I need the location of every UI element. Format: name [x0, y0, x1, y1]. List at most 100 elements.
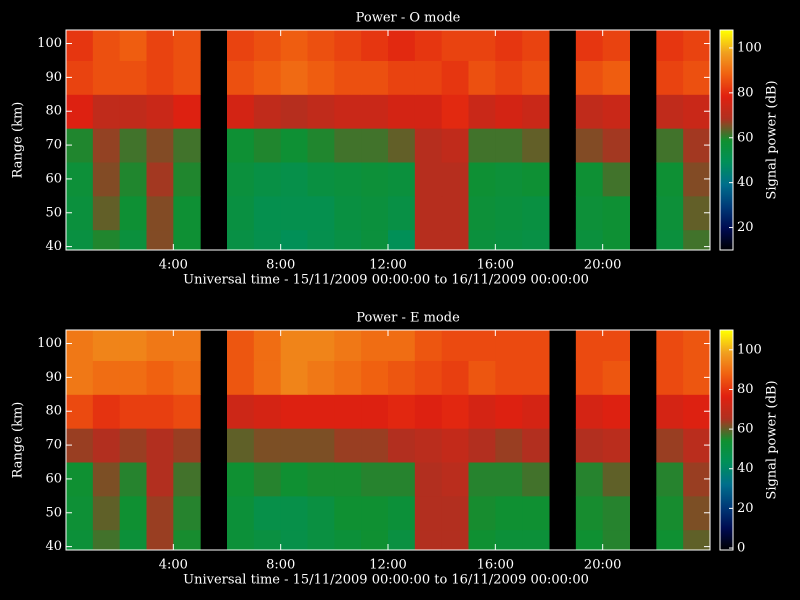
- colorbar-strip: [720, 372, 733, 375]
- colorbar-strip: [720, 240, 733, 243]
- colorbar-strip: [720, 428, 733, 431]
- heat-cell: [227, 529, 255, 551]
- colorbar-strip: [720, 56, 733, 59]
- colorbar-strip: [720, 334, 733, 337]
- colorbar-strip: [720, 512, 733, 515]
- heat-cell: [119, 360, 147, 395]
- colorbar-strip: [720, 422, 733, 425]
- heat-cell: [280, 30, 308, 61]
- colorbar-strip: [720, 476, 733, 479]
- heat-cell: [227, 462, 255, 497]
- colorbar-strip: [720, 170, 733, 173]
- heat-cell: [522, 462, 550, 497]
- colorbar-strip: [720, 112, 733, 115]
- y-tick-label: 70: [45, 438, 62, 453]
- heat-cell: [227, 128, 255, 163]
- heat-cell: [468, 495, 496, 531]
- heat-cell: [307, 360, 335, 395]
- heat-cell: [388, 94, 416, 129]
- colorbar-strip: [720, 194, 733, 197]
- colorbar-strip: [720, 166, 733, 169]
- heat-cell: [253, 529, 282, 551]
- colorbar-strip: [720, 204, 733, 207]
- colorbar-strip: [720, 188, 733, 191]
- colorbar-strip: [720, 234, 733, 237]
- colorbar-strip: [720, 526, 733, 529]
- heat-cell: [656, 60, 684, 95]
- colorbar: [720, 330, 733, 551]
- heat-cell: [656, 128, 684, 163]
- heat-cell: [522, 428, 550, 463]
- y-tick-label: 100: [37, 336, 62, 351]
- heatmap-cells: [66, 330, 711, 551]
- heat-cell: [227, 195, 255, 231]
- heat-cell: [307, 30, 335, 61]
- colorbar-strip: [720, 520, 733, 523]
- y-tick-label: 80: [45, 404, 62, 419]
- heat-cell: [468, 229, 496, 251]
- heat-cell: [227, 360, 255, 395]
- colorbar-strip: [720, 338, 733, 341]
- colorbar-strip: [720, 404, 733, 407]
- heat-cell: [575, 195, 604, 231]
- heat-cell: [388, 162, 416, 197]
- colorbar-strip: [720, 380, 733, 383]
- heat-cell: [280, 195, 308, 231]
- x-tick-label: 20:00: [584, 558, 621, 573]
- colorbar-strip: [720, 460, 733, 463]
- heat-cell: [495, 60, 523, 95]
- heat-cell: [173, 229, 201, 251]
- y-tick-label: 100: [37, 36, 62, 51]
- heat-cell: [441, 495, 469, 531]
- colorbar-strip: [720, 436, 733, 439]
- heat-cell: [468, 195, 496, 231]
- y-axis-label: Range (km): [11, 402, 26, 479]
- colorbar-tick-label: 40: [737, 461, 754, 476]
- heat-cell: [656, 428, 684, 463]
- colorbar-strip: [720, 484, 733, 487]
- heat-cell: [280, 495, 308, 531]
- colorbar-strip: [720, 134, 733, 137]
- colorbar-tick-label: 100: [737, 40, 762, 55]
- colorbar-strip: [720, 60, 733, 63]
- y-tick-label: 60: [45, 471, 62, 486]
- heat-cell: [441, 30, 469, 61]
- colorbar-strip: [720, 58, 733, 61]
- heat-cell: [92, 94, 121, 129]
- heat-cell: [227, 495, 255, 531]
- colorbar-strip: [720, 448, 733, 451]
- colorbar-strip: [720, 156, 733, 159]
- colorbar-strip: [720, 162, 733, 165]
- colorbar-strip: [720, 374, 733, 377]
- heat-cell: [522, 162, 550, 197]
- heat-cell: [307, 60, 335, 95]
- colorbar-strip: [720, 494, 733, 497]
- colorbar-strip: [720, 242, 733, 245]
- heat-cell: [441, 195, 469, 231]
- colorbar-strip: [720, 394, 733, 397]
- heat-cell: [92, 394, 121, 429]
- colorbar-strip: [720, 472, 733, 475]
- heat-cell: [575, 60, 604, 95]
- heat-cell: [388, 495, 416, 531]
- x-tick-label: 20:00: [584, 258, 621, 273]
- heat-cell: [683, 529, 711, 551]
- colorbar-strip: [720, 70, 733, 73]
- colorbar-strip: [720, 150, 733, 153]
- colorbar-strip: [720, 384, 733, 387]
- heat-cell: [575, 94, 604, 129]
- colorbar-strip: [720, 342, 733, 345]
- heat-cell: [146, 330, 174, 361]
- colorbar-tick-label: 20: [737, 501, 754, 516]
- colorbar-strip: [720, 506, 733, 509]
- heat-cell: [146, 60, 174, 95]
- heat-cell: [361, 60, 389, 95]
- heat-cell: [253, 229, 282, 251]
- heat-cell: [307, 428, 335, 463]
- colorbar-strip: [720, 408, 733, 411]
- heat-cell: [361, 495, 389, 531]
- colorbar-strip: [720, 172, 733, 175]
- colorbar-strip: [720, 466, 733, 469]
- heat-cell: [227, 60, 255, 95]
- heat-cell: [307, 529, 335, 551]
